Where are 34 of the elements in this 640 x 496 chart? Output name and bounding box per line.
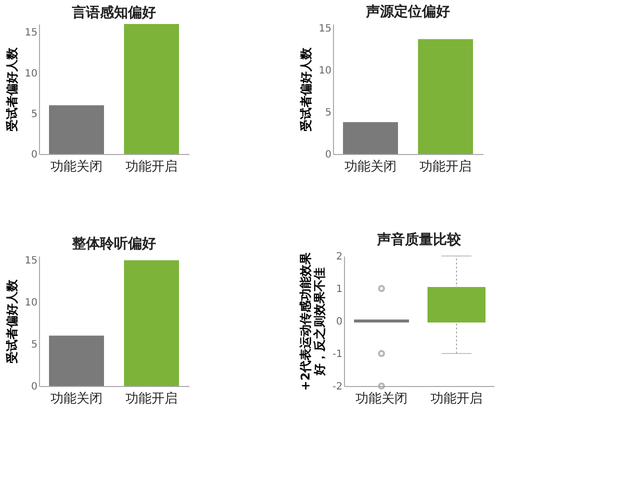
y-tick-label: 10: [318, 66, 332, 77]
y-tick-label: 2: [336, 252, 342, 262]
y-tick-label: 10: [24, 298, 38, 309]
x-tick-label: 功能开启: [126, 158, 178, 174]
y-axis-title: 受试者偏好人数: [298, 46, 313, 132]
y-tick-label: 5: [31, 340, 38, 351]
y-tick-label: -1: [332, 349, 342, 360]
x-tick-label: 功能开启: [420, 158, 472, 174]
chart-title: 整体聆听偏好: [71, 235, 156, 252]
y-tick-label: 5: [325, 108, 332, 119]
x-tick-label: 功能关闭: [50, 392, 102, 406]
chart-title: 声源定位偏好: [365, 3, 450, 20]
text: +2代表运动传感功能效果: [298, 252, 313, 391]
y-tick-label: -2: [332, 382, 342, 392]
y-axis-title: 受试者偏好人数: [4, 278, 19, 364]
y-tick-label: 10: [24, 68, 38, 80]
x-tick-label: 功能关闭: [356, 392, 408, 406]
y-tick-label: 0: [31, 382, 38, 392]
y-tick-label: 0: [336, 316, 342, 328]
chart-title: 声音质量比较: [376, 231, 462, 248]
text: 好，反之则效果不佳: [312, 268, 327, 376]
chart-title: 言语感知偏好: [71, 4, 156, 21]
y-tick-label: 1: [336, 284, 342, 295]
y-tick-label: 15: [24, 256, 38, 267]
x-tick-label: 功能开启: [430, 390, 482, 406]
y-tick-label: 0: [31, 150, 38, 160]
y-axis-title: 受试者偏好人数: [4, 46, 19, 132]
y-tick-label: 0: [325, 150, 332, 160]
y-tick-label: 15: [318, 24, 332, 35]
y-tick-label: 5: [31, 108, 38, 120]
x-tick-label: 功能关闭: [50, 160, 102, 174]
y-tick-label: 15: [24, 28, 38, 39]
x-tick-label: 功能开启: [126, 390, 178, 406]
x-tick-label: 功能关闭: [344, 160, 396, 174]
